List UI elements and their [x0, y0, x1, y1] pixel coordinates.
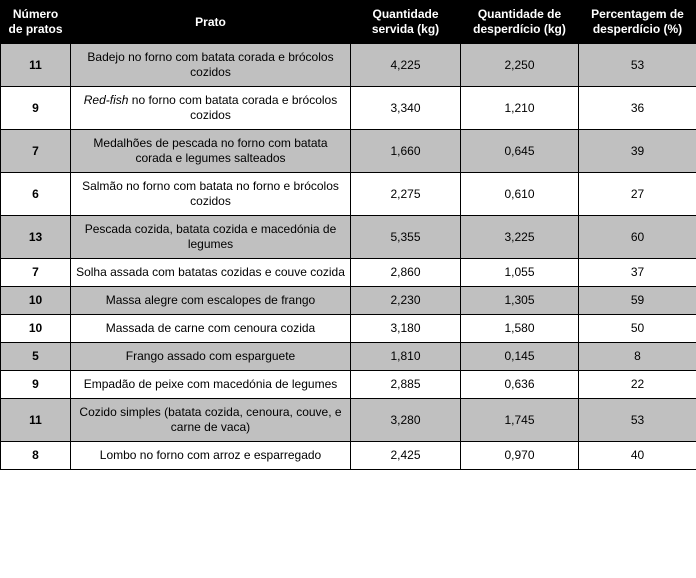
- cell-prato-rest: no forno com batata corada e brócolos co…: [128, 93, 337, 122]
- table-row: 10 Massada de carne com cenoura cozida 3…: [1, 315, 696, 343]
- table-row: 10 Massa alegre com escalopes de frango …: [1, 287, 696, 315]
- cell-num: 11: [1, 399, 71, 442]
- cell-perc: 53: [579, 44, 696, 87]
- cell-desperdicio: 2,250: [461, 44, 579, 87]
- cell-num: 11: [1, 44, 71, 87]
- cell-prato: Solha assada com batatas cozidas e couve…: [71, 259, 351, 287]
- cell-perc: 60: [579, 216, 696, 259]
- cell-servida: 3,180: [351, 315, 461, 343]
- table-row: 8 Lombo no forno com arroz e esparregado…: [1, 442, 696, 470]
- cell-servida: 1,660: [351, 130, 461, 173]
- table-row: 7 Medalhões de pescada no forno com bata…: [1, 130, 696, 173]
- cell-prato: Medalhões de pescada no forno com batata…: [71, 130, 351, 173]
- cell-prato: Red-fish no forno com batata corada e br…: [71, 87, 351, 130]
- cell-perc: 36: [579, 87, 696, 130]
- cell-perc: 59: [579, 287, 696, 315]
- cell-num: 13: [1, 216, 71, 259]
- cell-prato-italic: Red-fish: [84, 93, 129, 107]
- col-header-percentagem: Percentagem de desperdício (%): [579, 1, 696, 44]
- cell-num: 5: [1, 343, 71, 371]
- cell-servida: 5,355: [351, 216, 461, 259]
- cell-desperdicio: 0,970: [461, 442, 579, 470]
- table-row: 5 Frango assado com esparguete 1,810 0,1…: [1, 343, 696, 371]
- table-row: 6 Salmão no forno com batata no forno e …: [1, 173, 696, 216]
- cell-desperdicio: 0,645: [461, 130, 579, 173]
- table-row: 9 Empadão de peixe com macedónia de legu…: [1, 371, 696, 399]
- cell-perc: 22: [579, 371, 696, 399]
- cell-prato: Massada de carne com cenoura cozida: [71, 315, 351, 343]
- cell-servida: 2,425: [351, 442, 461, 470]
- cell-desperdicio: 1,055: [461, 259, 579, 287]
- cell-perc: 27: [579, 173, 696, 216]
- table-row: 13 Pescada cozida, batata cozida e maced…: [1, 216, 696, 259]
- col-header-num: Número de pratos: [1, 1, 71, 44]
- cell-prato: Cozido simples (batata cozida, cenoura, …: [71, 399, 351, 442]
- cell-desperdicio: 0,610: [461, 173, 579, 216]
- col-header-prato: Prato: [71, 1, 351, 44]
- cell-num: 10: [1, 315, 71, 343]
- cell-desperdicio: 1,210: [461, 87, 579, 130]
- cell-prato: Badejo no forno com batata corada e bróc…: [71, 44, 351, 87]
- cell-desperdicio: 1,745: [461, 399, 579, 442]
- cell-desperdicio: 1,305: [461, 287, 579, 315]
- cell-servida: 4,225: [351, 44, 461, 87]
- cell-prato: Empadão de peixe com macedónia de legume…: [71, 371, 351, 399]
- cell-num: 6: [1, 173, 71, 216]
- col-header-desperdicio: Quantidade de desperdício (kg): [461, 1, 579, 44]
- cell-prato: Massa alegre com escalopes de frango: [71, 287, 351, 315]
- table-row: 7 Solha assada com batatas cozidas e cou…: [1, 259, 696, 287]
- cell-prato: Salmão no forno com batata no forno e br…: [71, 173, 351, 216]
- cell-num: 8: [1, 442, 71, 470]
- cell-desperdicio: 3,225: [461, 216, 579, 259]
- cell-num: 9: [1, 371, 71, 399]
- cell-perc: 50: [579, 315, 696, 343]
- cell-perc: 53: [579, 399, 696, 442]
- table-row: 9 Red-fish no forno com batata corada e …: [1, 87, 696, 130]
- cell-servida: 2,275: [351, 173, 461, 216]
- cell-perc: 37: [579, 259, 696, 287]
- cell-desperdicio: 0,145: [461, 343, 579, 371]
- cell-prato: Lombo no forno com arroz e esparregado: [71, 442, 351, 470]
- cell-servida: 2,230: [351, 287, 461, 315]
- cell-num: 7: [1, 259, 71, 287]
- cell-perc: 8: [579, 343, 696, 371]
- cell-servida: 3,280: [351, 399, 461, 442]
- cell-prato: Pescada cozida, batata cozida e macedóni…: [71, 216, 351, 259]
- col-header-servida: Quantidade servida (kg): [351, 1, 461, 44]
- table-row: 11 Badejo no forno com batata corada e b…: [1, 44, 696, 87]
- cell-desperdicio: 0,636: [461, 371, 579, 399]
- waste-table: Número de pratos Prato Quantidade servid…: [0, 0, 696, 470]
- cell-desperdicio: 1,580: [461, 315, 579, 343]
- cell-servida: 2,860: [351, 259, 461, 287]
- cell-num: 10: [1, 287, 71, 315]
- cell-servida: 1,810: [351, 343, 461, 371]
- cell-num: 7: [1, 130, 71, 173]
- cell-perc: 40: [579, 442, 696, 470]
- cell-num: 9: [1, 87, 71, 130]
- cell-servida: 2,885: [351, 371, 461, 399]
- cell-servida: 3,340: [351, 87, 461, 130]
- table-row: 11 Cozido simples (batata cozida, cenour…: [1, 399, 696, 442]
- table-header-row: Número de pratos Prato Quantidade servid…: [1, 1, 696, 44]
- cell-prato: Frango assado com esparguete: [71, 343, 351, 371]
- cell-perc: 39: [579, 130, 696, 173]
